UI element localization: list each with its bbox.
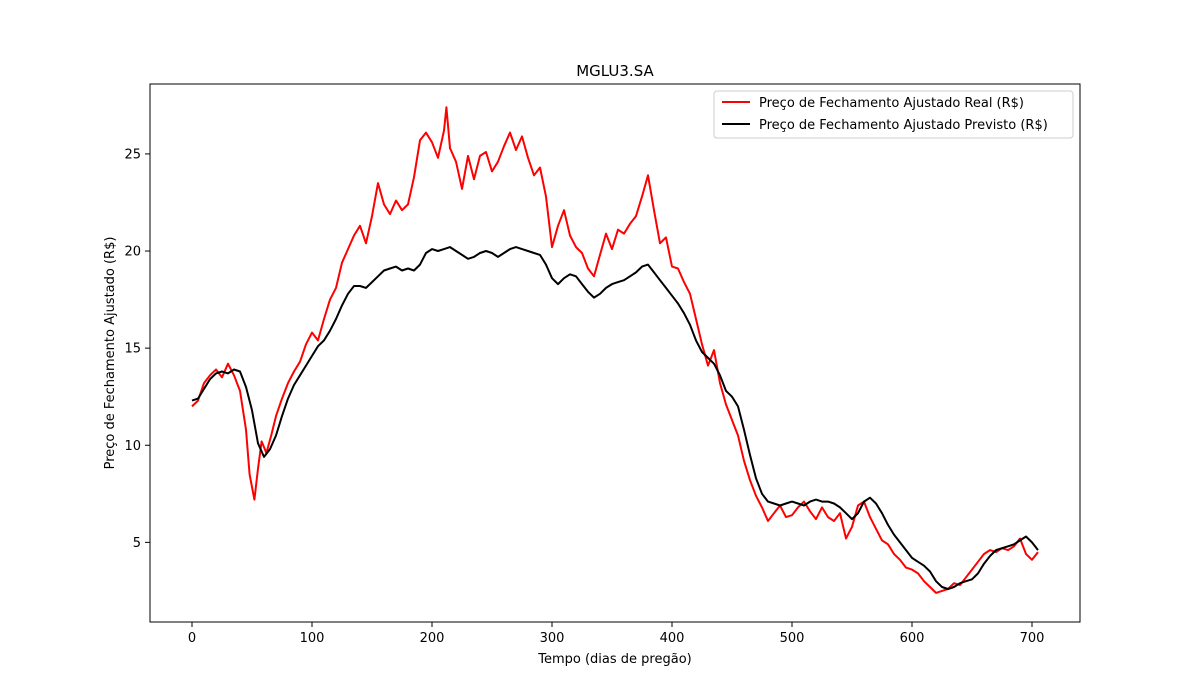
series-line-real xyxy=(191,106,1039,594)
legend-label-predicted: Preço de Fechamento Ajustado Previsto (R… xyxy=(759,118,1048,133)
legend: Preço de Fechamento Ajustado Real (R$) P… xyxy=(713,90,1074,139)
y-axis: 5 10 15 20 25 xyxy=(124,147,150,551)
y-tick-label: 20 xyxy=(124,245,141,260)
legend-box xyxy=(713,90,1074,139)
x-tick-label: 100 xyxy=(300,631,325,646)
y-tick-label: 25 xyxy=(124,147,141,162)
x-tick-label: 600 xyxy=(900,631,925,646)
legend-label-real: Preço de Fechamento Ajustado Real (R$) xyxy=(759,96,1024,111)
series-layer xyxy=(191,106,1039,594)
y-tick-label: 5 xyxy=(133,536,141,551)
y-tick-label: 15 xyxy=(124,342,141,357)
x-tick-label: 300 xyxy=(540,631,565,646)
chart-title: MGLU3.SA xyxy=(576,62,654,80)
x-tick-label: 200 xyxy=(420,631,445,646)
x-tick-label: 500 xyxy=(780,631,805,646)
x-axis-label: Tempo (dias de pregão) xyxy=(537,652,691,667)
plot-area xyxy=(150,84,1080,622)
series-line-predicted xyxy=(191,246,1039,590)
x-tick-label: 700 xyxy=(1020,631,1045,646)
x-tick-label: 400 xyxy=(660,631,685,646)
x-tick-label: 0 xyxy=(188,631,196,646)
x-axis: 0 100 200 300 400 500 600 700 xyxy=(188,622,1045,646)
y-axis-label: Preço de Fechamento Ajustado (R$) xyxy=(103,237,118,470)
y-tick-label: 10 xyxy=(124,439,141,454)
plot-frame xyxy=(149,83,1081,623)
